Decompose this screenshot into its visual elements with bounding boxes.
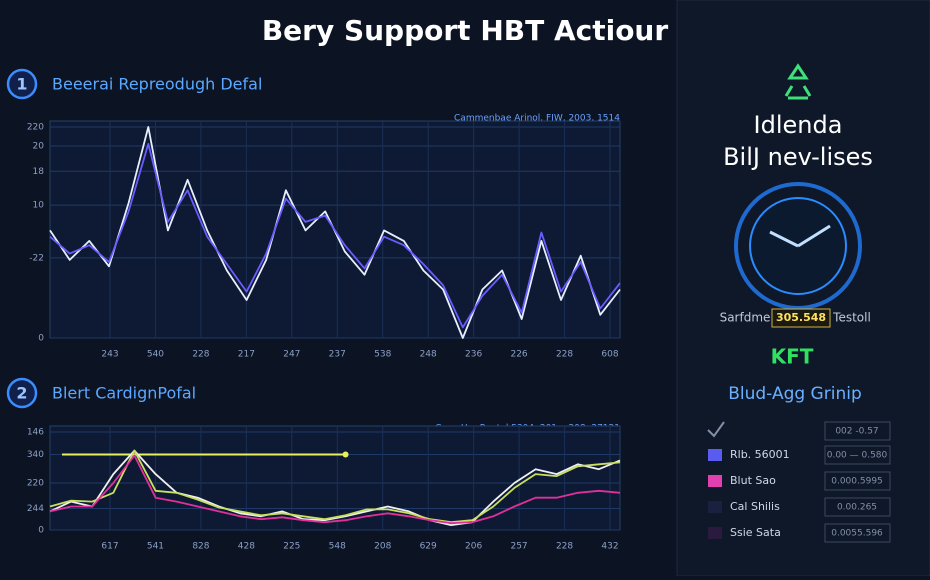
y-tick-label: 0: [38, 334, 44, 344]
x-tick-label: 428: [238, 542, 255, 552]
gauge-ring: [734, 182, 862, 310]
panel-badge: [6, 68, 38, 100]
gauge-needle: [769, 224, 831, 248]
check-icon: [707, 421, 725, 438]
x-tick-label: 538: [374, 350, 391, 360]
x-tick-label: 208: [374, 542, 391, 552]
value-box: [824, 421, 891, 441]
x-tick-label: 217: [238, 350, 255, 360]
panel-title: Beeerai Repreodugh Defal: [52, 75, 262, 94]
group-title: Blud-Agg Grinip: [728, 384, 862, 404]
x-tick-label: 225: [283, 542, 300, 552]
panel-title: Blert CardignPofal: [52, 384, 196, 403]
x-tick-label: 617: [101, 542, 118, 552]
series-line: [49, 454, 621, 524]
legend-label: Rlb. 56001: [730, 448, 790, 461]
legend-swatch: [708, 449, 722, 461]
gauge-value-box: [771, 308, 831, 328]
x-tick-label: 228: [556, 542, 573, 552]
legend-label: Cal Shilis: [730, 500, 780, 513]
panel-number: 1: [16, 75, 27, 94]
x-tick-label: 236: [465, 350, 482, 360]
x-tick-label: 540: [147, 350, 164, 360]
chart-legend: Cammenbae Arinol, FIW, 2003, 1514: [454, 114, 620, 124]
plot-area: [49, 425, 621, 531]
value-text: 002 -0.57: [835, 427, 878, 437]
x-tick-label: 548: [329, 542, 346, 552]
value-box: [824, 445, 891, 465]
x-tick-label: 629: [420, 542, 437, 552]
series-line: [49, 143, 621, 329]
y-tick-label: 220: [27, 478, 44, 488]
gauge-label: Sarfdme: [720, 311, 771, 325]
panel-number: 2: [16, 384, 27, 403]
recycle-icon: [784, 63, 812, 100]
x-tick-label: 243: [101, 350, 118, 360]
legend-label: Ssie Sata: [730, 526, 781, 539]
value-text: 0.0055.596: [831, 529, 883, 539]
legend-swatch: [708, 527, 722, 539]
x-tick-label: 828: [192, 542, 209, 552]
reference-dot: [342, 451, 349, 458]
value-box: [824, 471, 891, 491]
value-text: 0.00 — 0.580: [827, 451, 888, 461]
x-tick-label: 257: [510, 542, 527, 552]
legend-swatch: [708, 475, 722, 487]
y-tick-label: 146: [27, 428, 44, 438]
panel-badge: [6, 377, 38, 409]
y-tick-label: 20: [33, 141, 45, 151]
x-tick-label: 247: [283, 350, 300, 360]
y-tick-label: 244: [27, 504, 44, 514]
x-tick-label: 226: [510, 350, 527, 360]
x-tick-label: 248: [420, 350, 437, 360]
series-line: [49, 449, 621, 526]
page-title: Bery Support HBT Actiour: [262, 14, 669, 47]
y-tick-label: 0: [38, 526, 44, 536]
legend-label: Blut Sao: [730, 474, 776, 487]
gauge-value: 305.548: [776, 311, 826, 324]
sidebar-title: BilJ nev-lises: [723, 143, 873, 171]
y-tick-label: -22: [29, 253, 44, 263]
value-box: [824, 497, 891, 517]
value-text: 0.00.265: [837, 503, 877, 513]
x-tick-label: 206: [465, 542, 482, 552]
legend-swatch: [708, 501, 722, 513]
sidebar-title: Idlenda: [754, 111, 843, 139]
y-tick-label: 220: [27, 123, 44, 133]
badge: KFT: [771, 345, 814, 369]
x-tick-label: 432: [601, 542, 618, 552]
gauge-label: Testoll: [832, 311, 871, 325]
x-tick-label: 237: [329, 350, 346, 360]
value-box: [824, 523, 891, 543]
y-tick-label: 18: [33, 167, 45, 177]
y-tick-label: 340: [27, 450, 44, 460]
value-text: 0.000.5995: [831, 477, 883, 487]
x-tick-label: 228: [556, 350, 573, 360]
x-tick-label: 541: [147, 542, 164, 552]
x-tick-label: 228: [192, 350, 209, 360]
x-tick-label: 608: [601, 350, 618, 360]
y-tick-label: 10: [33, 201, 45, 211]
series-line: [49, 449, 621, 524]
